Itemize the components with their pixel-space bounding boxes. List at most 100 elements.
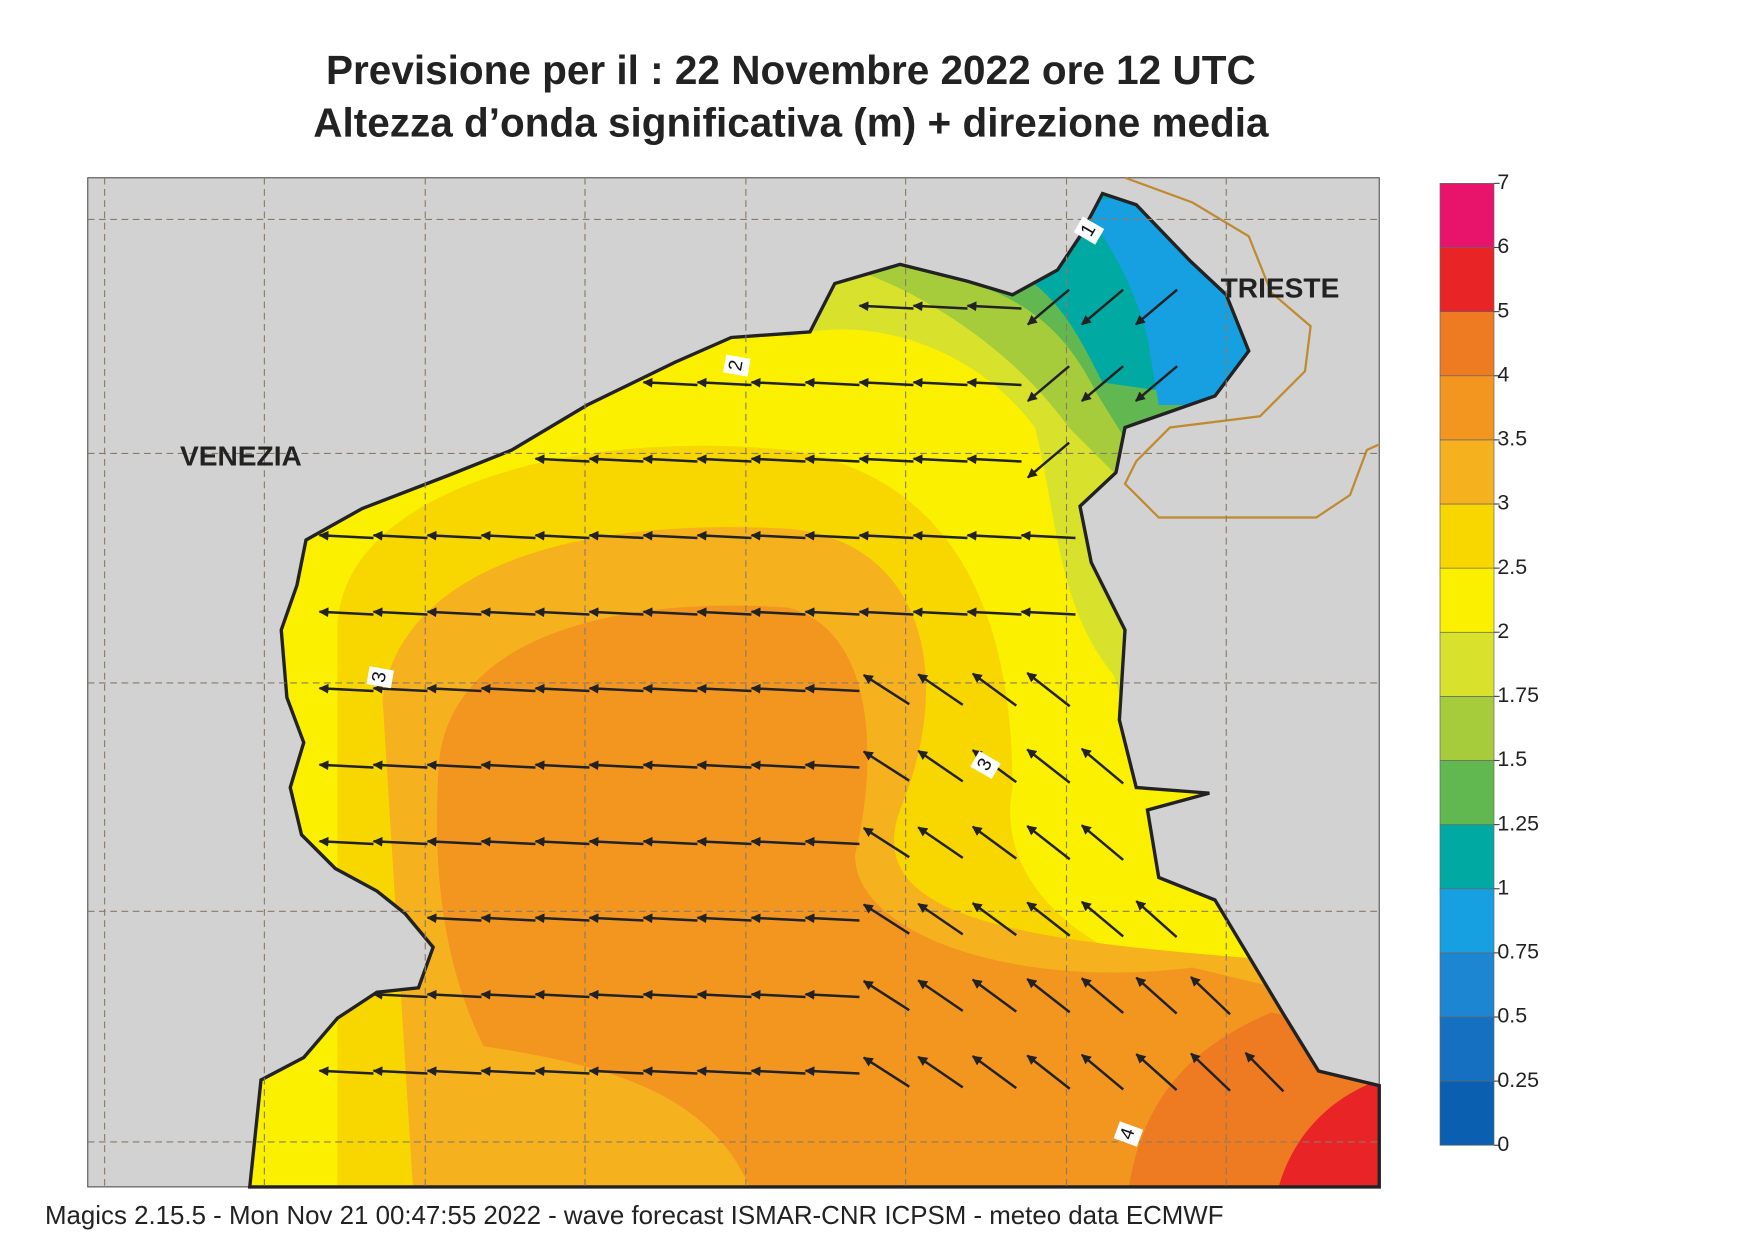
colorbar-label: 1 [1497, 875, 1509, 899]
wave-arrow [804, 1066, 860, 1077]
wave-arrow [912, 454, 968, 465]
wave-arrow [912, 530, 968, 541]
wave-arrow [696, 454, 752, 465]
wave-arrow [971, 902, 1018, 937]
wave-arrow [480, 1066, 536, 1077]
colorbar-swatch [1439, 311, 1495, 377]
wave-arrow [750, 836, 806, 847]
place-label: VENEZIA [180, 440, 302, 471]
wave-arrow [318, 607, 374, 618]
wave-arrow [318, 530, 374, 541]
wave-arrow [966, 607, 1022, 618]
wave-arrow [642, 683, 698, 694]
wave-arrow [804, 377, 860, 388]
wave-arrow [912, 607, 968, 618]
contour-label-box [970, 751, 1001, 779]
title-line2: Altezza d’onda significativa (m) + direz… [313, 100, 1269, 146]
wave-arrow [750, 377, 806, 388]
wave-arrow [750, 454, 806, 465]
wave-arrow [1026, 977, 1071, 1014]
wave-arrow [588, 607, 644, 618]
colorbar-swatch [1439, 824, 1495, 890]
colorbar-label: 6 [1497, 234, 1509, 258]
wave-arrow [426, 607, 482, 618]
wave-arrow [862, 1056, 910, 1088]
wave-arrow [534, 760, 590, 771]
wave-arrow [588, 760, 644, 771]
wave-arrow [862, 750, 910, 782]
wave-arrow [804, 913, 860, 924]
colorbar-label: 5 [1497, 298, 1509, 322]
wave-arrow [1190, 976, 1231, 1016]
wave-arrow [372, 989, 428, 1000]
colorbar-label: 2 [1497, 619, 1509, 643]
wave-arrow [696, 913, 752, 924]
wave-arrow [1026, 748, 1071, 784]
wave-arrow [804, 683, 860, 694]
colorbar-label: 7 [1497, 170, 1509, 194]
colorbar-label: 3 [1497, 491, 1509, 515]
wave-arrow [642, 607, 698, 618]
wave-arrow [862, 674, 910, 706]
colorbar-swatch [1439, 888, 1495, 954]
wave-arrow [804, 530, 860, 541]
wave-arrow [862, 980, 910, 1012]
wave-arrow [1081, 288, 1124, 326]
wave-arrow [534, 530, 590, 541]
wave-arrow [534, 836, 590, 847]
border [1123, 176, 1380, 519]
wave-arrow [696, 989, 752, 1000]
wave-arrow [318, 760, 374, 771]
wave-arrow [534, 1066, 590, 1077]
wave-arrow [971, 1055, 1018, 1090]
colorbar-swatch [1439, 760, 1495, 825]
wave-arrow [426, 760, 482, 771]
contour-label-box [723, 354, 751, 377]
wave-arrow [534, 913, 590, 924]
wave-arrow [750, 530, 806, 541]
wave-arrow [1244, 1052, 1285, 1093]
wave-height-zone [436, 605, 1380, 1187]
wave-arrow [588, 530, 644, 541]
colorbar-swatch [1439, 375, 1495, 441]
colorbar-label: 0 [1497, 1132, 1509, 1156]
wave-arrow [971, 978, 1018, 1013]
wave-arrow [480, 683, 536, 694]
wave-arrow [804, 836, 860, 847]
wave-arrow [426, 1066, 482, 1077]
wave-arrow [696, 377, 752, 388]
wave-arrow [696, 760, 752, 771]
colorbar-swatch [1439, 247, 1495, 312]
wave-arrow [750, 760, 806, 771]
wave-arrow [642, 760, 698, 771]
wave-arrow [642, 454, 698, 465]
wave-arrow [372, 683, 428, 694]
wave-arrow [372, 1066, 428, 1077]
wave-arrow [642, 377, 698, 388]
wave-arrow [1080, 900, 1125, 938]
wave-arrow [534, 683, 590, 694]
wave-arrow [696, 530, 752, 541]
wave-arrow [642, 836, 698, 847]
wave-arrow [862, 903, 910, 935]
wave-arrow [372, 530, 428, 541]
wave-arrow [426, 913, 482, 924]
colorbar-swatch [1439, 567, 1495, 633]
wave-arrow [1135, 365, 1178, 402]
wave-arrow [1080, 824, 1125, 861]
wave-arrow [1020, 530, 1076, 541]
contour-label: 2 [725, 358, 748, 372]
colorbar-swatch [1439, 631, 1495, 697]
colorbar-swatch [1439, 696, 1495, 761]
wave-arrow [1026, 1054, 1071, 1090]
wave-arrow [1080, 977, 1125, 1014]
wave-arrow [912, 377, 968, 388]
wave-arrow [917, 979, 964, 1012]
wave-arrow [917, 1055, 964, 1089]
wave-arrow [534, 454, 590, 465]
wave-arrow [1135, 1053, 1178, 1092]
wave-arrow [1081, 365, 1124, 402]
wave-arrow [696, 607, 752, 618]
